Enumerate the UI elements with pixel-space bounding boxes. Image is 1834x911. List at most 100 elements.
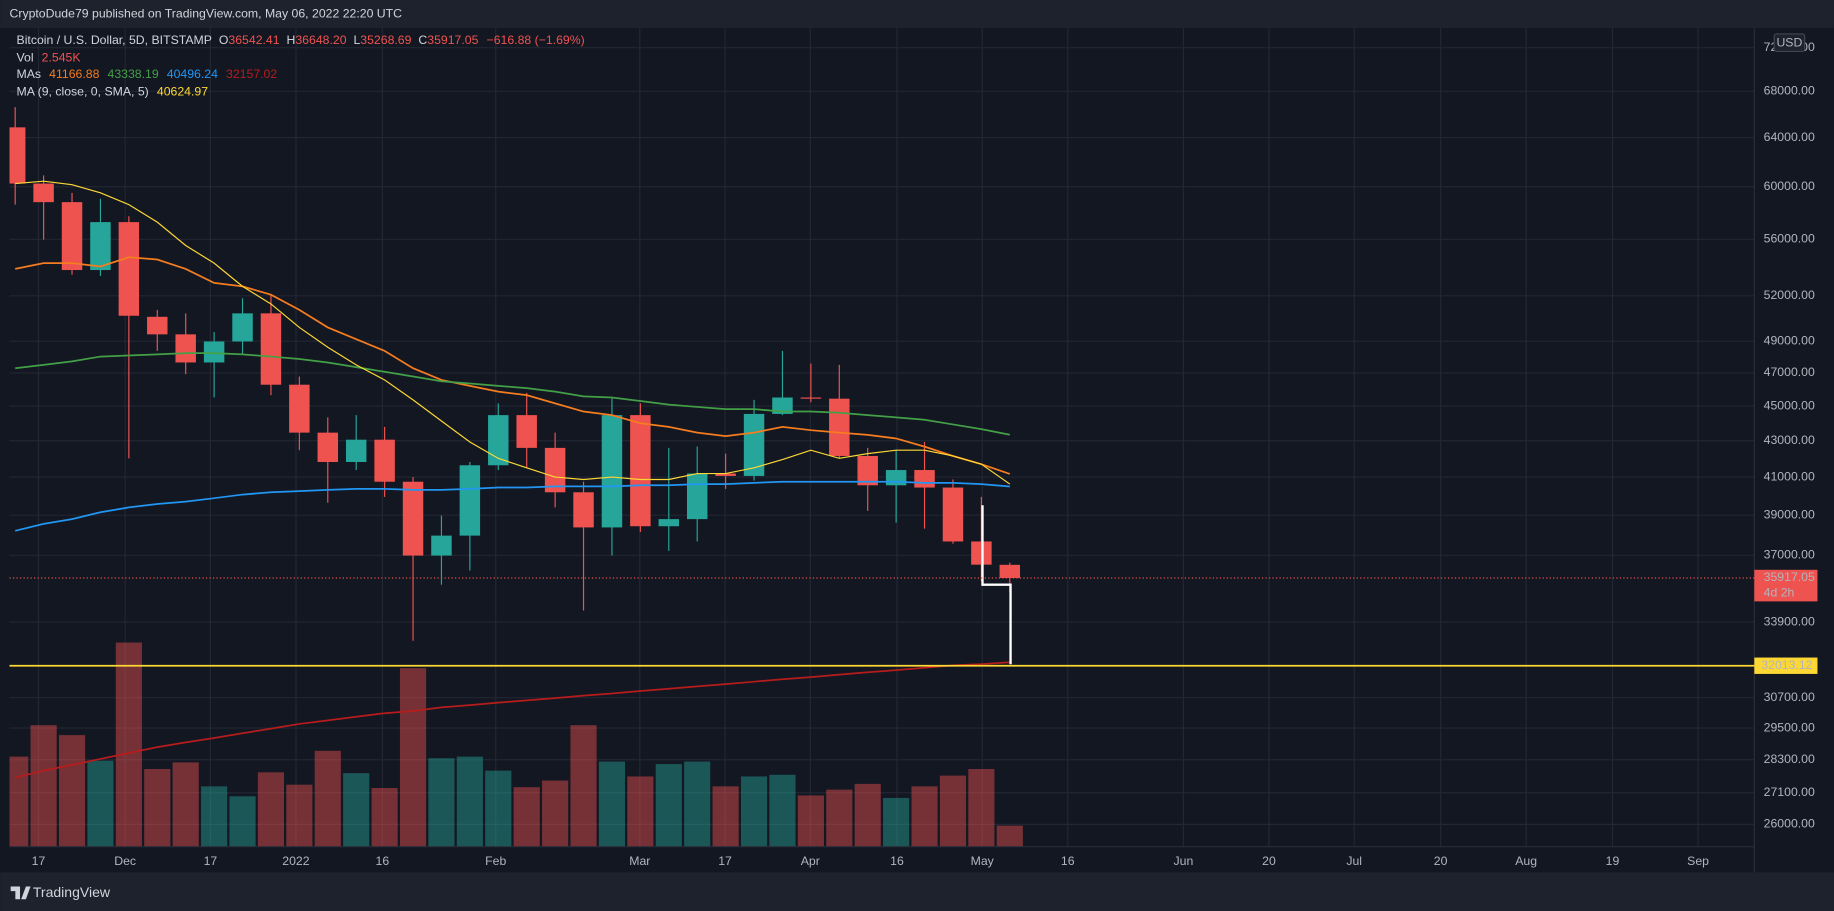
candle-body	[942, 487, 964, 542]
volume-bar	[939, 775, 967, 847]
candle-body	[61, 202, 83, 271]
volume-bar	[542, 780, 569, 847]
legend-value: 36542.41	[228, 33, 279, 47]
legend-value: 32157.02	[226, 67, 277, 81]
x-tick-label: 20	[1262, 854, 1276, 868]
x-tick-label: 17	[204, 854, 218, 868]
candle-body	[260, 313, 282, 385]
y-tick-label: 33900.00	[1764, 614, 1815, 628]
price-label-box	[1754, 657, 1818, 674]
legend-key: C	[418, 33, 427, 47]
volume-bar	[399, 668, 427, 847]
y-tick-label: 56000.00	[1764, 232, 1815, 246]
y-tick-label: 30700.00	[1764, 690, 1815, 704]
volume-bar	[257, 772, 285, 847]
ma-line	[14, 661, 1010, 779]
candle-body	[203, 341, 225, 363]
volume-bar	[58, 735, 86, 847]
legend-value: 35917.05	[427, 33, 478, 47]
candle-body	[829, 398, 850, 456]
candle-body	[914, 470, 935, 488]
footer: TradingView	[33, 884, 111, 900]
volume-bar	[854, 783, 881, 847]
volume-bar	[343, 773, 370, 847]
legend-value: 2.545K	[42, 51, 82, 65]
y-tick-label: 47000.00	[1764, 365, 1815, 379]
plot	[9, 107, 1023, 847]
legend-key: Vol	[17, 51, 34, 65]
candle-body	[459, 465, 481, 536]
candle-body	[658, 519, 680, 527]
volume-bar	[996, 825, 1023, 847]
y-tick-label: 29500.00	[1764, 720, 1815, 734]
x-tick-label: Dec	[114, 854, 136, 868]
legend-value: 36648.20	[295, 33, 346, 47]
x-tick-label: 19	[1606, 854, 1620, 868]
legend-key: MAs	[17, 67, 42, 81]
volume-bar	[797, 795, 824, 847]
y-tick-label: 68000.00	[1764, 84, 1815, 98]
volume-bar	[570, 725, 597, 847]
volume-bar	[30, 725, 57, 847]
legend-value: 35268.69	[360, 33, 411, 47]
candle-body	[743, 413, 765, 476]
candle-body	[601, 415, 623, 528]
volume-bar	[883, 797, 910, 847]
volume-bar	[229, 796, 256, 847]
y-tick-label: 49000.00	[1764, 333, 1815, 347]
candle-body	[630, 415, 651, 527]
y-tick-label: 27100.00	[1764, 785, 1815, 799]
candle-body	[374, 439, 395, 482]
candle-body	[33, 183, 54, 203]
x-tick-label: Jul	[1346, 854, 1362, 868]
candle-body	[999, 564, 1021, 578]
y-tick-label: 43000.00	[1764, 433, 1815, 447]
volume-bar	[769, 774, 796, 847]
price-label-box	[1754, 569, 1818, 602]
candle-body	[118, 222, 140, 316]
candle-body	[431, 535, 452, 556]
x-tick-label: Feb	[485, 854, 506, 868]
y-tick-label: 64000.00	[1764, 130, 1815, 144]
candle-body	[857, 455, 878, 486]
x-tick-label: 17	[32, 854, 46, 868]
volume-bar	[911, 786, 938, 847]
x-tick-label: Apr	[801, 854, 820, 868]
legend-key: L	[353, 33, 360, 47]
volume-bar	[286, 784, 313, 847]
candle-body	[573, 492, 594, 528]
x-tick-label: 2022	[282, 854, 309, 868]
logo	[10, 886, 31, 900]
price-label: 35917.05	[1764, 570, 1815, 584]
candle-body	[147, 316, 168, 335]
currency: USD	[1776, 36, 1802, 50]
legend-change: −616.88 (−1.69%)	[487, 33, 585, 47]
candle-body	[317, 432, 339, 462]
legend-key: H	[287, 33, 296, 47]
y-tick-label: 41000.00	[1764, 469, 1815, 483]
candle-body	[516, 415, 537, 448]
x-tick-label: Mar	[629, 854, 650, 868]
legend-value: 43338.19	[108, 67, 159, 81]
volume-bar	[826, 789, 853, 847]
candle-body	[772, 397, 793, 414]
volume-bar	[172, 762, 199, 847]
ma-line	[15, 256, 1011, 475]
candle-body	[885, 470, 907, 486]
x-tick-label: Sep	[1687, 854, 1709, 868]
y-tick-label: 45000.00	[1764, 398, 1815, 412]
y-tick-label: 60000.00	[1764, 179, 1815, 193]
x-tick-label: 17	[718, 854, 732, 868]
symbol: Bitcoin / U.S. Dollar, 5D, BITSTAMP	[17, 33, 212, 47]
volume-bar	[456, 756, 483, 847]
ma-line	[14, 480, 1010, 532]
currency-box	[1773, 33, 1806, 53]
candle-body	[9, 127, 26, 184]
header-bar	[0, 0, 1834, 29]
x-tick-label: 16	[1061, 854, 1075, 868]
volume-bar	[9, 756, 29, 847]
y-tick-label: 39000.00	[1764, 507, 1815, 521]
legend-row: Vol 2.545K	[17, 51, 82, 65]
volume-bar	[485, 770, 512, 847]
